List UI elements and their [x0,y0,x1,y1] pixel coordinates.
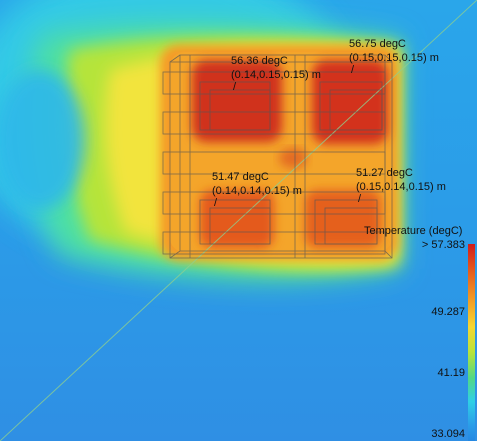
legend-max-label: > 57.383 [421,239,465,251]
probe-temp-2: 56.75 degC [349,38,406,50]
probe-coords-4: (0.15,0.14,0.15) m [356,181,446,193]
probe-temp-3: 51.47 degC [212,171,269,183]
probe-coords-2: (0.15,0.15,0.15) m [349,52,439,64]
hotspot-top-left [192,60,282,142]
legend-title: Temperature (degC) [364,225,463,237]
probe-temp-4: 51.27 degC [356,167,413,179]
wireframe-geometry [162,54,393,259]
legend-tick-2: 41.19 [437,367,465,379]
legend-tick-1: 49.287 [431,306,465,318]
legend-tick-3: 33.094 [431,428,465,440]
hotspot-center [279,148,307,168]
probe-label-1: 56.36 degC (0.14,0.15,0.15) m / [231,55,321,93]
hotspot-bottom-right [305,190,381,248]
probe-temp-1: 56.36 degC [231,55,288,67]
hotspot-top-right [312,60,388,144]
probe-label-4: 51.27 degC (0.15,0.14,0.15) m / [356,167,446,205]
probe-label-3: 51.47 degC (0.14,0.14,0.15) m / [212,171,302,209]
probe-coords-1: (0.14,0.15,0.15) m [231,69,321,81]
probe-coords-3: (0.14,0.14,0.15) m [212,185,302,197]
cool-pocket [0,70,85,210]
temperature-colorbar [468,244,475,441]
probe-label-2: 56.75 degC (0.15,0.15,0.15) m / [349,38,439,76]
